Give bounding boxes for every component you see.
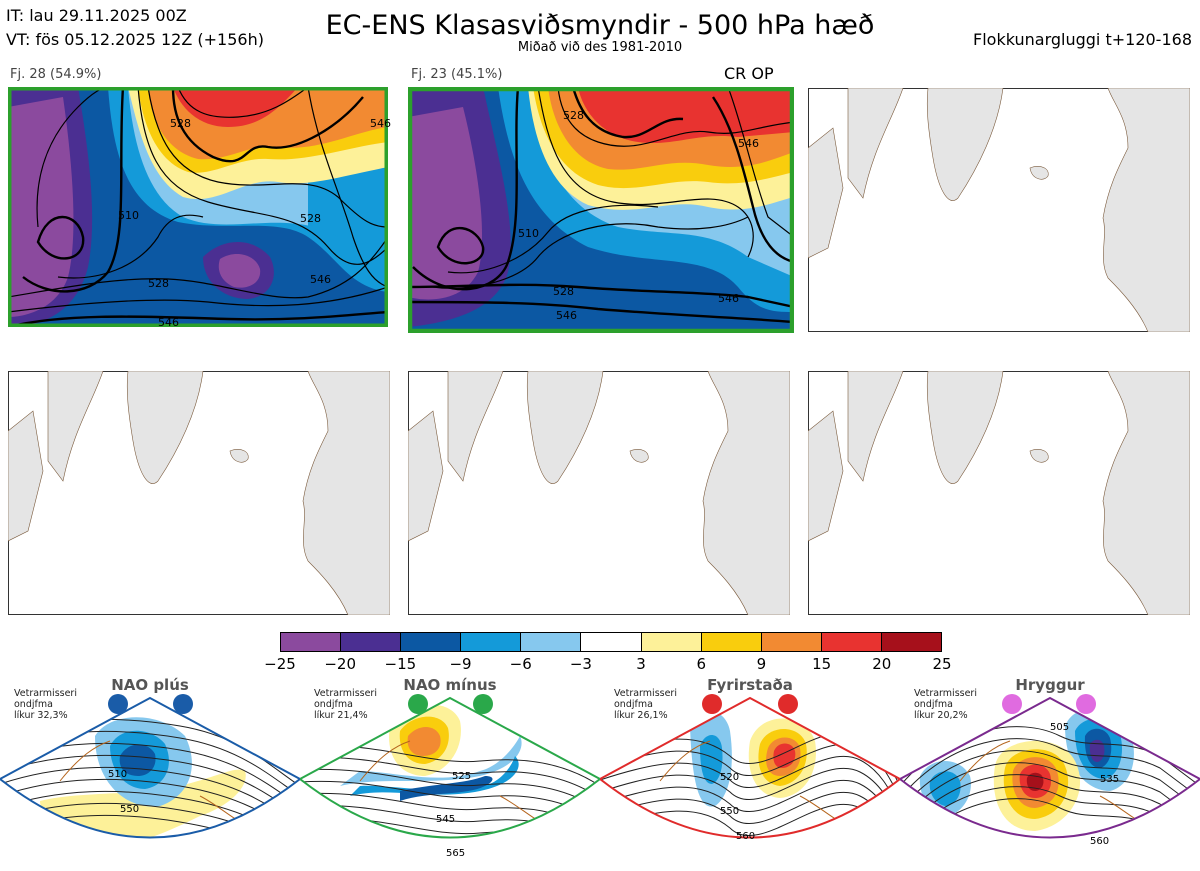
regime-nao-plus: NAO plús Vetrarmisseri ondjfma líkur 32,3%… xyxy=(0,676,300,871)
colorbar-segment xyxy=(281,633,342,651)
colorbar-segment xyxy=(641,633,702,651)
colorbar-tick: −3 xyxy=(569,655,592,673)
contour-label: 528 xyxy=(563,109,584,122)
page-subtitle: Miðað við des 1981-2010 xyxy=(517,40,683,55)
colorbar-tick: 25 xyxy=(932,655,952,673)
regime-ridge: Hryggur Vetrarmisseri ondjfma líkur 20,2% … xyxy=(900,676,1200,871)
cluster-map-2: 528 510 528 546 546 546 xyxy=(408,87,794,333)
colorbar-tick: −15 xyxy=(384,655,417,673)
colorbar-segment xyxy=(341,633,402,651)
cluster-map-1: 510 528 528 528 546 546 546 xyxy=(8,87,391,329)
colorbar-tick: 20 xyxy=(872,655,892,673)
regime-contour-label: 525 xyxy=(452,771,472,782)
contour-label: 546 xyxy=(310,273,331,286)
regime-nao-minus: NAO mínus Vetrarmisseri ondjfma líkur 21,4… xyxy=(300,676,600,871)
regime-text: Vetrarmisseri ondjfma líkur 32,3% xyxy=(14,688,77,721)
colorbar-segment xyxy=(701,633,762,651)
regime-contour-label: 560 xyxy=(1090,836,1110,847)
contour-label: 546 xyxy=(370,117,391,130)
empty-map-panel xyxy=(808,371,1190,615)
cluster-2-label: Fj. 23 (45.1%) xyxy=(411,67,503,82)
classification-window: Flokkunargluggi t+120-168 xyxy=(973,30,1192,49)
initial-time: IT: lau 29.11.2025 00Z xyxy=(6,6,187,25)
colorbar-tick: −9 xyxy=(449,655,472,673)
colorbar-tick: 3 xyxy=(636,655,646,673)
regime-name: Hryggur xyxy=(1015,676,1085,694)
cluster-1-label: Fj. 28 (54.9%) xyxy=(10,67,102,82)
valid-time: VT: fös 05.12.2025 12Z (+156h) xyxy=(6,30,264,49)
colorbar-segment xyxy=(821,633,882,651)
regime-contour-label: 565 xyxy=(446,848,466,859)
contour-label: 528 xyxy=(148,277,169,290)
page-title: EC-ENS Klasasviðsmyndir - 500 hPa hæð xyxy=(325,10,875,41)
colorbar-tick: −6 xyxy=(509,655,532,673)
colorbar xyxy=(280,632,942,652)
regime-contour-label: 545 xyxy=(436,814,456,825)
cr-op-label: CR OP xyxy=(724,64,774,83)
contour-label: 528 xyxy=(170,117,191,130)
contour-label: 510 xyxy=(118,209,139,222)
regime-contour-label: 550 xyxy=(720,806,740,817)
colorbar-tick: 9 xyxy=(756,655,767,673)
contour-label: 546 xyxy=(158,316,179,329)
regime-name: NAO plús xyxy=(111,676,189,694)
empty-map-panel xyxy=(8,371,390,615)
colorbar-segment xyxy=(461,633,522,651)
colorbar-segment xyxy=(881,633,942,651)
regime-text: Vetrarmisseri ondjfma líkur 20,2% xyxy=(914,688,977,721)
colorbar-tick: 15 xyxy=(812,655,832,673)
regime-contour-label: 550 xyxy=(120,804,140,815)
contour-label: 528 xyxy=(300,212,321,225)
colorbar-segment xyxy=(521,633,582,651)
empty-map-panel xyxy=(808,88,1190,332)
colorbar-tick: −20 xyxy=(324,655,356,673)
colorbar-tick: −25 xyxy=(264,655,296,673)
contour-label: 528 xyxy=(553,285,574,298)
regime-contour-label: 560 xyxy=(736,831,756,842)
contour-label: 510 xyxy=(518,227,539,240)
contour-label: 546 xyxy=(738,137,759,150)
regime-contour-label: 535 xyxy=(1100,774,1120,785)
empty-map-panel xyxy=(408,371,790,615)
regime-contour-label: 510 xyxy=(108,769,128,780)
regime-name: NAO mínus xyxy=(403,676,497,694)
regime-contour-label: 505 xyxy=(1050,722,1070,733)
contour-label: 546 xyxy=(718,292,739,305)
colorbar-segment xyxy=(401,633,462,651)
regime-blocking: Fyrirstaða Vetrarmisseri ondjfma líkur 26,… xyxy=(600,676,900,871)
contour-label: 546 xyxy=(556,309,577,322)
regime-text: Vetrarmisseri ondjfma líkur 26,1% xyxy=(614,688,677,721)
colorbar-tick: 6 xyxy=(696,655,707,673)
regime-name: Fyrirstaða xyxy=(707,676,793,694)
colorbar-segment xyxy=(761,633,822,651)
colorbar-segment xyxy=(581,633,642,651)
regime-contour-label: 520 xyxy=(720,772,740,783)
regime-text: Vetrarmisseri ondjfma líkur 21,4% xyxy=(314,688,377,721)
